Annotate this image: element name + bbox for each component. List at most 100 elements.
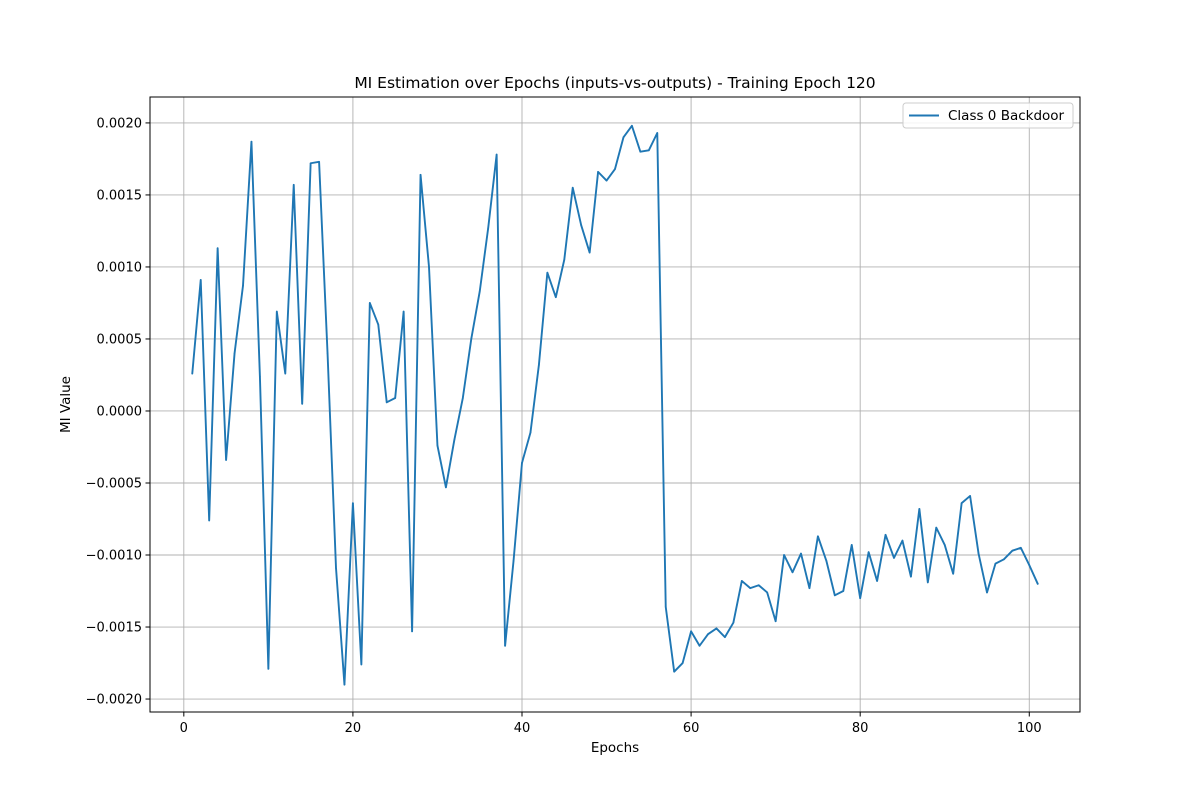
data-point	[960, 502, 963, 504]
data-point	[318, 161, 320, 163]
data-point	[292, 184, 295, 186]
x-tick-label: 20	[345, 721, 362, 736]
chart-title: MI Estimation over Epochs (inputs-vs-out…	[354, 74, 875, 92]
data-point	[360, 663, 363, 666]
data-point	[538, 364, 540, 366]
y-tick-label: −0.0020	[86, 693, 142, 708]
data-point	[774, 620, 777, 623]
x-tick-label: 80	[852, 721, 869, 736]
data-point	[698, 644, 701, 647]
y-tick-label: 0.0000	[97, 404, 143, 419]
data-point	[850, 544, 853, 546]
y-tick-label: −0.0005	[86, 476, 142, 491]
data-point	[876, 580, 878, 582]
x-tick-label: 100	[1017, 721, 1042, 736]
grid	[150, 97, 1080, 712]
data-point	[428, 266, 430, 268]
data-point	[242, 284, 244, 287]
data-point	[436, 444, 439, 447]
ticks: 0 20 40 60 80 100 −0.0020 −0.0015 −0.0010 −0.0005…	[86, 116, 1042, 736]
data-point	[301, 402, 303, 405]
data-point	[555, 296, 557, 298]
data-point	[952, 572, 954, 575]
data-point	[918, 508, 921, 510]
data-point	[910, 575, 912, 578]
data-point	[335, 567, 337, 569]
data-point	[191, 372, 194, 375]
data-point	[927, 581, 929, 584]
data-point	[267, 667, 270, 670]
data-point	[715, 627, 718, 630]
legend-box	[902, 102, 1074, 129]
data-point	[969, 495, 971, 497]
data-point	[284, 372, 287, 375]
data-point	[487, 227, 489, 229]
data-point	[588, 251, 591, 254]
data-point	[732, 621, 735, 624]
data-point	[648, 149, 650, 152]
data-point	[462, 397, 464, 399]
data-point	[571, 186, 574, 189]
data-point	[478, 290, 481, 293]
data-point	[707, 633, 709, 636]
data-point	[512, 559, 515, 562]
y-tick-label: 0.0010	[97, 260, 143, 275]
data-point	[681, 662, 684, 664]
data-point	[791, 571, 794, 574]
x-tick-label: 60	[683, 721, 700, 736]
x-tick-label: 0	[180, 721, 188, 736]
data-point	[394, 397, 396, 399]
data-point	[639, 150, 642, 153]
data-point	[631, 125, 633, 127]
data-point	[470, 338, 473, 340]
data-point	[1036, 583, 1039, 585]
data-point	[445, 486, 447, 489]
data-point	[1020, 547, 1022, 549]
data-point	[656, 132, 659, 134]
data-point	[766, 591, 768, 594]
legend: Class 0 Backdoor	[902, 102, 1074, 129]
data-point	[724, 636, 726, 638]
data-point	[309, 162, 312, 165]
data-point	[521, 462, 523, 464]
x-axis-label: Epochs	[591, 740, 639, 756]
data-point	[977, 552, 980, 555]
data-point	[276, 310, 278, 313]
data-point	[369, 302, 371, 304]
data-point	[622, 136, 625, 139]
data-point	[352, 502, 354, 504]
data-point	[943, 544, 946, 546]
data-point	[1011, 549, 1014, 552]
data-point	[208, 519, 210, 522]
data-point	[884, 534, 887, 536]
data-point	[808, 587, 811, 589]
data-point	[233, 352, 236, 355]
data-point	[546, 271, 549, 274]
data-point	[402, 310, 405, 313]
plot-frame	[149, 96, 1081, 713]
data-point	[893, 557, 895, 559]
legend-label: Class 0 Backdoor	[948, 108, 1065, 124]
data-point	[597, 171, 599, 173]
data-point	[259, 375, 261, 378]
y-tick-label: −0.0015	[86, 621, 142, 636]
data-point	[495, 153, 498, 156]
data-point	[664, 606, 667, 608]
data-point	[757, 584, 760, 587]
data-point	[225, 459, 227, 461]
data-point	[529, 431, 532, 434]
y-tick-label: 0.0015	[97, 188, 143, 203]
data-point	[419, 173, 422, 176]
data-point	[749, 587, 752, 589]
data-point	[377, 323, 380, 326]
series-layer	[191, 124, 1039, 686]
data-point	[504, 644, 506, 647]
data-point	[580, 224, 582, 226]
data-point	[783, 554, 785, 556]
data-point	[842, 590, 845, 592]
data-point	[994, 562, 997, 565]
y-axis-label: MI Value	[58, 376, 74, 433]
data-point	[250, 140, 253, 143]
